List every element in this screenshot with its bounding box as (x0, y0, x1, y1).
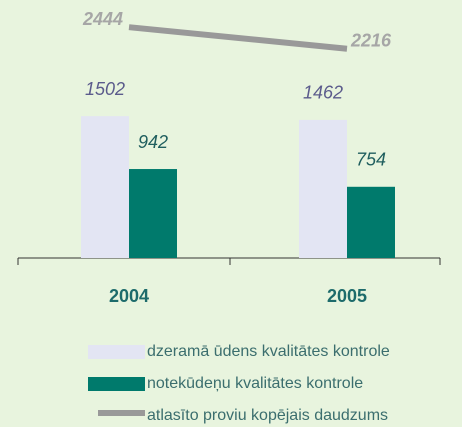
line (128, 24, 348, 52)
bar (129, 169, 177, 258)
line-value-label: 2216 (350, 30, 392, 50)
value-label: 754 (356, 150, 386, 170)
x-tick-label: 2005 (327, 286, 367, 306)
bar (347, 186, 395, 258)
value-label: 1502 (85, 79, 125, 99)
legend-swatch (88, 377, 145, 391)
legend-label: dzeramā ūdens kvalitātes kontrole (147, 343, 390, 360)
bar (299, 119, 347, 258)
value-label: 1462 (303, 83, 343, 103)
value-label: 942 (138, 132, 168, 152)
legend-swatch (88, 345, 145, 359)
legend-label: notekūdeņu kvalitātes kontrole (147, 375, 363, 392)
x-tick-label: 2004 (109, 286, 149, 306)
legend-label: atlasīto proviu kopējais daudzums (147, 407, 388, 424)
bar (81, 116, 129, 259)
line-value-label: 2444 (82, 9, 123, 29)
